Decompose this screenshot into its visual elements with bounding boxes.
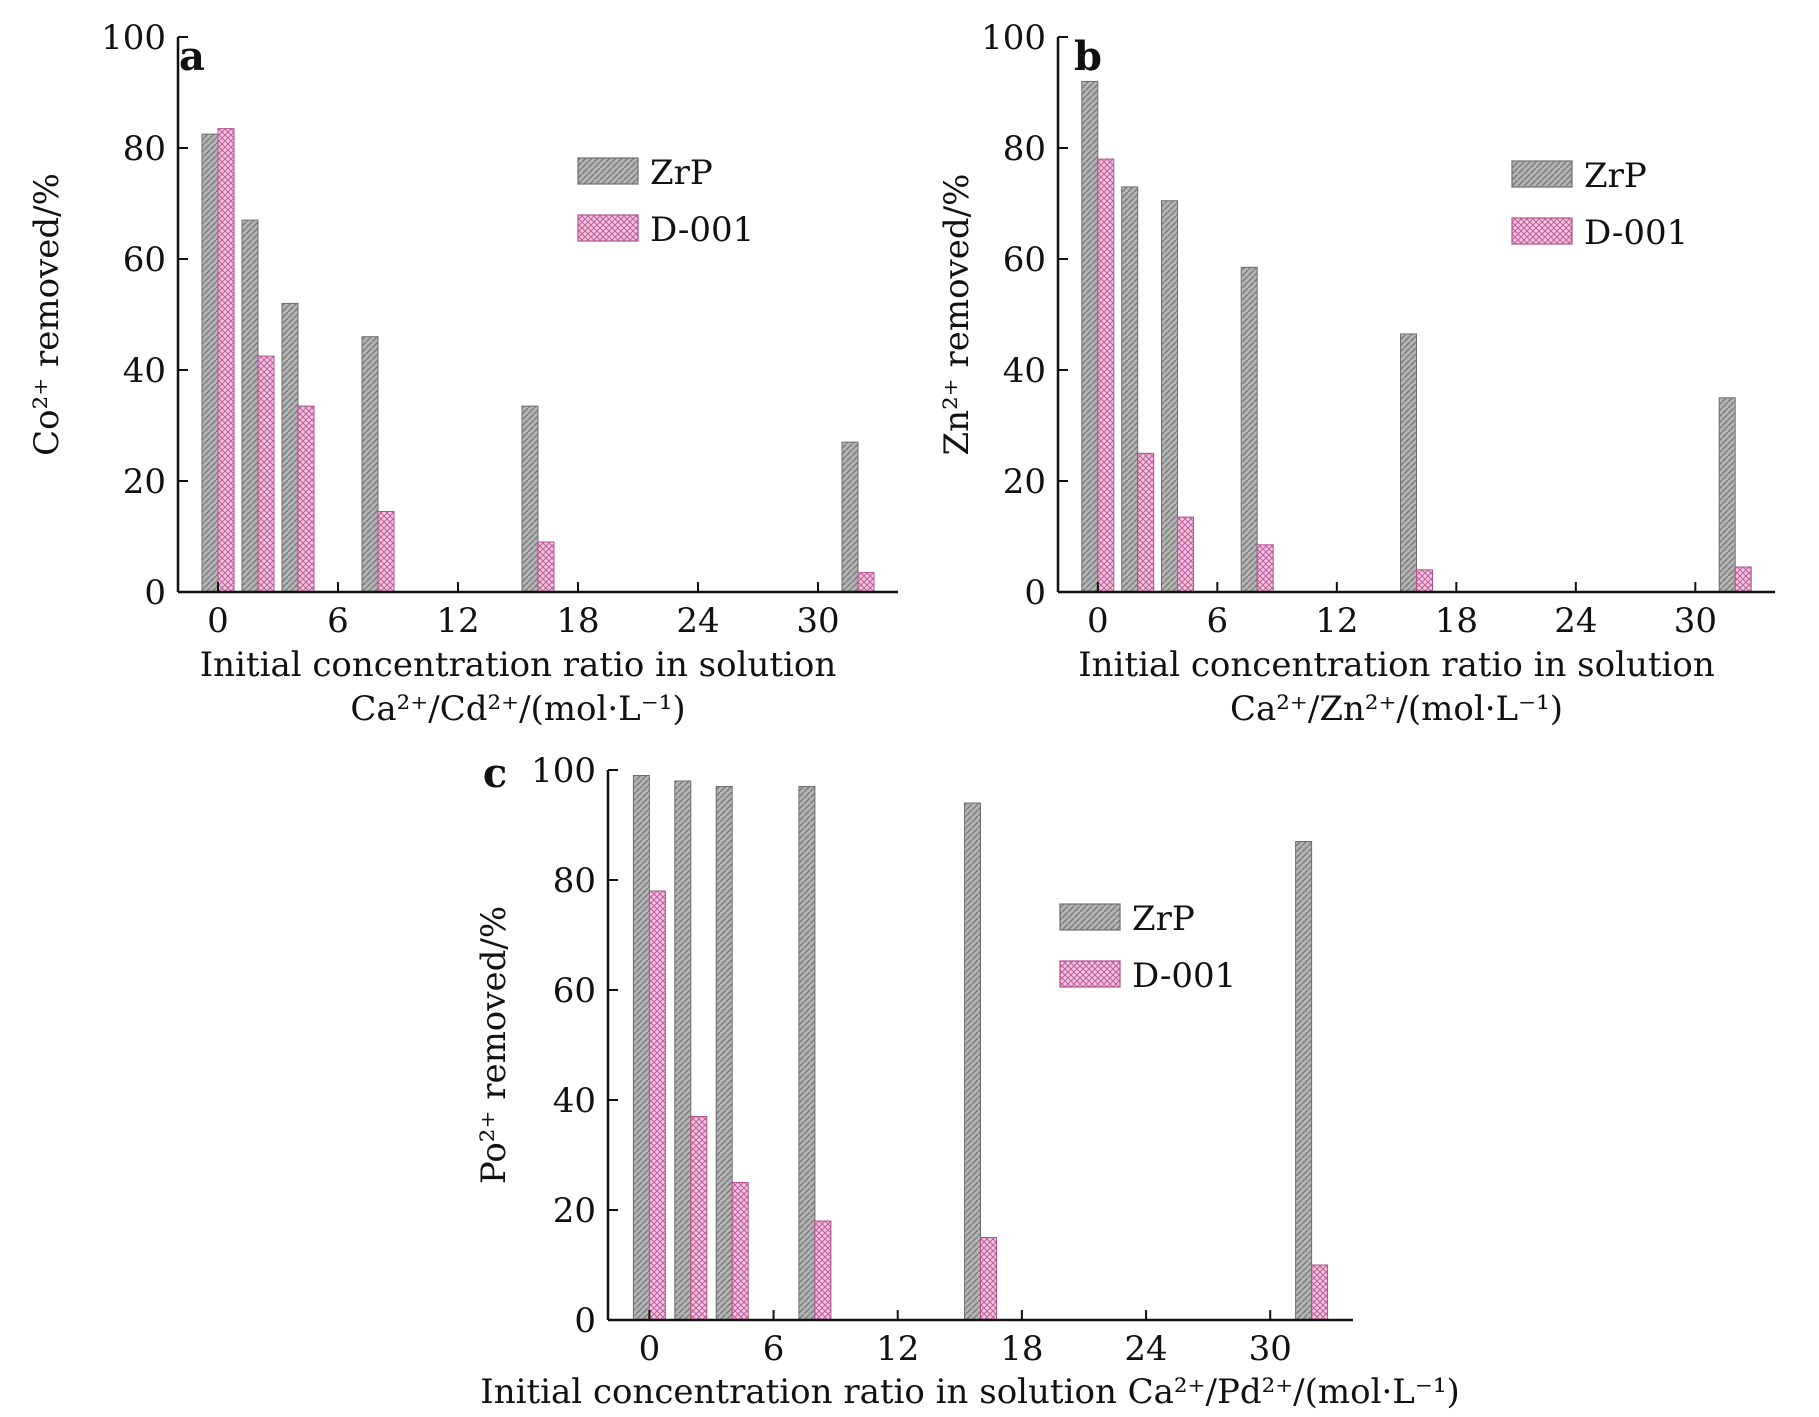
bar-zrp-16 bbox=[1400, 333, 1417, 593]
bar-d001-0 bbox=[1097, 158, 1115, 593]
x-axis-subtitle: Ca²⁺/Cd²⁺/(mol·L⁻¹) bbox=[350, 689, 685, 729]
x-tick-label: 30 bbox=[796, 601, 839, 641]
bar-d001-32 bbox=[857, 572, 875, 593]
bar-zrp-2 bbox=[241, 219, 259, 593]
x-tick-label: 0 bbox=[639, 1329, 661, 1369]
y-tick-label: 100 bbox=[101, 18, 166, 58]
x-tick-label: 18 bbox=[1435, 601, 1478, 641]
panel-label: a bbox=[179, 33, 205, 80]
x-axis-title: Initial concentration ratio in solution bbox=[200, 645, 837, 685]
y-tick-label: 0 bbox=[1024, 573, 1046, 613]
x-tick-label: 12 bbox=[876, 1329, 919, 1369]
bar-d001-0 bbox=[217, 128, 235, 593]
legend-label-zrp: ZrP bbox=[1584, 156, 1647, 196]
bar-d001-8 bbox=[814, 1220, 832, 1321]
bar-d001-8 bbox=[377, 511, 395, 593]
y-axis-title: Po²⁺ removed/% bbox=[474, 906, 514, 1184]
x-tick-label: 12 bbox=[436, 601, 479, 641]
legend-swatch-d001 bbox=[1059, 960, 1121, 988]
bar-zrp-32 bbox=[1295, 841, 1313, 1321]
y-tick-label: 20 bbox=[123, 462, 166, 502]
bar-zrp-2 bbox=[1121, 186, 1139, 593]
x-axis-title: Initial concentration ratio in solution … bbox=[480, 1372, 1459, 1412]
legend-label-zrp: ZrP bbox=[650, 153, 713, 193]
bar-zrp-32 bbox=[1718, 397, 1736, 593]
x-tick-label: 6 bbox=[1207, 601, 1229, 641]
y-tick-label: 80 bbox=[553, 861, 596, 901]
bar-zrp-0 bbox=[1081, 80, 1099, 593]
bar-d001-16 bbox=[1416, 569, 1433, 593]
x-tick-label: 24 bbox=[1554, 601, 1597, 641]
y-axis-title: Zn²⁺ removed/% bbox=[937, 174, 977, 456]
x-tick-label: 12 bbox=[1315, 601, 1358, 641]
x-tick-label: 6 bbox=[327, 601, 349, 641]
bar-d001-2 bbox=[257, 355, 275, 593]
bar-zrp-16 bbox=[521, 405, 539, 593]
x-tick-label: 24 bbox=[1124, 1329, 1167, 1369]
legend-label-d001: D-001 bbox=[1584, 213, 1688, 253]
bar-d001-32 bbox=[1311, 1264, 1329, 1321]
y-tick-label: 60 bbox=[1003, 240, 1046, 280]
x-axis-title: Initial concentration ratio in solution bbox=[1078, 645, 1715, 685]
legend-swatch-zrp bbox=[1511, 160, 1573, 188]
y-tick-label: 100 bbox=[531, 751, 596, 791]
bar-d001-8 bbox=[1256, 544, 1274, 593]
x-tick-label: 0 bbox=[207, 601, 229, 641]
bar-d001-2 bbox=[1137, 452, 1155, 593]
bar-zrp-8 bbox=[361, 336, 379, 593]
legend-label-d001: D-001 bbox=[650, 210, 754, 250]
x-axis-subtitle: Ca²⁺/Zn²⁺/(mol·L⁻¹) bbox=[1230, 689, 1563, 729]
y-tick-label: 20 bbox=[553, 1191, 596, 1231]
legend-swatch-d001 bbox=[1511, 217, 1573, 245]
y-tick-label: 0 bbox=[144, 573, 166, 613]
y-tick-label: 80 bbox=[1003, 129, 1046, 169]
y-tick-label: 40 bbox=[1003, 351, 1046, 391]
x-tick-label: 24 bbox=[676, 601, 719, 641]
y-tick-label: 40 bbox=[553, 1081, 596, 1121]
y-tick-label: 80 bbox=[123, 129, 166, 169]
bar-zrp-32 bbox=[841, 441, 859, 593]
y-tick-label: 40 bbox=[123, 351, 166, 391]
bar-d001-16 bbox=[980, 1237, 997, 1321]
bar-d001-4 bbox=[297, 405, 315, 593]
y-tick-label: 60 bbox=[553, 971, 596, 1011]
bar-d001-0 bbox=[648, 890, 666, 1321]
x-tick-label: 0 bbox=[1087, 601, 1109, 641]
bar-zrp-4 bbox=[715, 786, 733, 1321]
x-tick-label: 6 bbox=[763, 1329, 785, 1369]
x-tick-label: 30 bbox=[1674, 601, 1717, 641]
x-tick-label: 18 bbox=[1000, 1329, 1043, 1369]
bar-d001-16 bbox=[537, 541, 555, 593]
legend-swatch-zrp bbox=[577, 157, 639, 185]
bar-zrp-0 bbox=[632, 775, 650, 1321]
bar-d001-4 bbox=[1177, 516, 1194, 593]
panel-c-chart: 0 20 40 60 80 100 0 6 12 18 24 30 c Po²⁺ removed/% Ini… bbox=[474, 750, 1460, 1412]
panel-label: c bbox=[483, 750, 507, 797]
bar-d001-32 bbox=[1734, 566, 1752, 593]
panel-label: b bbox=[1074, 33, 1102, 80]
bar-zrp-8 bbox=[798, 786, 816, 1321]
x-tick-label: 30 bbox=[1249, 1329, 1292, 1369]
x-tick-label: 18 bbox=[556, 601, 599, 641]
bar-zrp-0 bbox=[201, 133, 219, 593]
panel-b-chart: 0 20 40 60 80 100 0 6 12 18 24 30 b Zn²⁺ removed/% Ini… bbox=[937, 18, 1775, 729]
bar-zrp-2 bbox=[674, 780, 692, 1321]
bar-zrp-16 bbox=[964, 802, 981, 1321]
panel-a-chart: 0 20 40 60 80 100 0 6 12 18 24 30 a Co²⁺ removed/% Ini… bbox=[27, 18, 898, 729]
y-axis-title: Co²⁺ removed/% bbox=[27, 173, 67, 456]
legend-swatch-d001 bbox=[577, 214, 639, 242]
bar-zrp-8 bbox=[1240, 266, 1258, 593]
y-tick-label: 60 bbox=[123, 240, 166, 280]
bar-zrp-4 bbox=[1161, 200, 1178, 593]
legend-label-zrp: ZrP bbox=[1132, 899, 1195, 939]
legend-label-d001: D-001 bbox=[1132, 956, 1236, 996]
bar-d001-4 bbox=[731, 1182, 749, 1321]
legend-swatch-zrp bbox=[1059, 903, 1121, 931]
y-tick-label: 100 bbox=[981, 18, 1046, 58]
y-tick-label: 0 bbox=[574, 1301, 596, 1341]
bar-d001-2 bbox=[690, 1116, 708, 1321]
y-tick-label: 20 bbox=[1003, 462, 1046, 502]
bar-zrp-4 bbox=[281, 302, 299, 593]
